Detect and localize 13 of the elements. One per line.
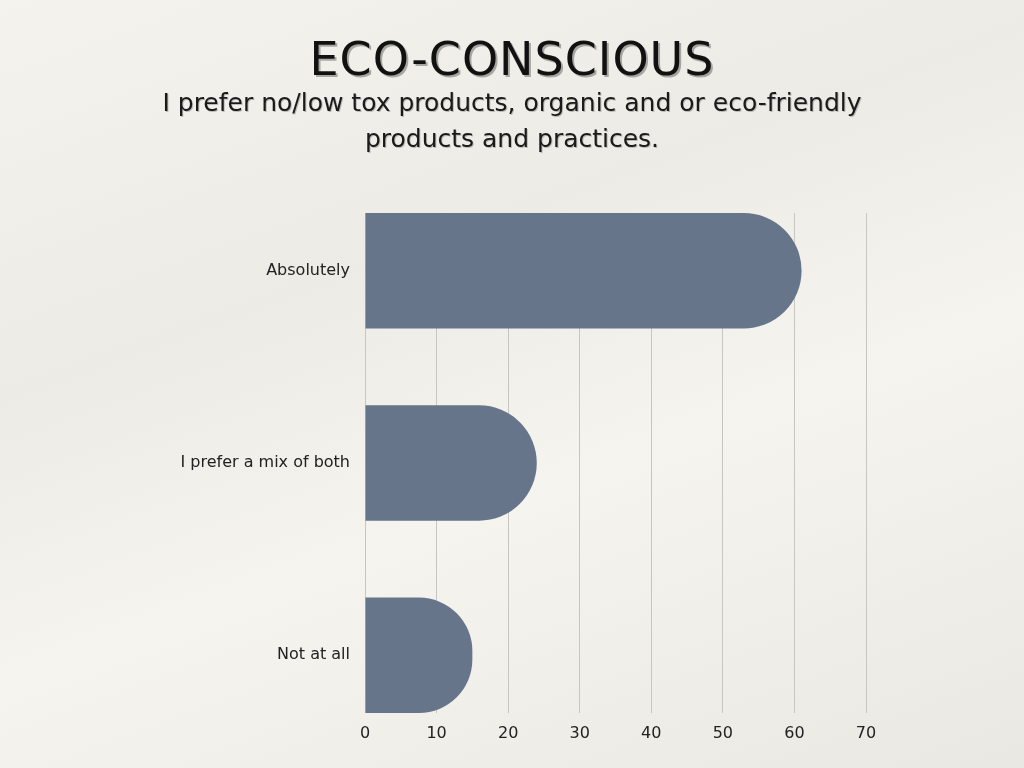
x-tick-label: 60 (784, 722, 805, 742)
y-tick-label: Not at all (277, 644, 350, 664)
y-tick-label: I prefer a mix of both (180, 452, 350, 472)
y-tick-label: Absolutely (266, 259, 350, 279)
x-tick-label: 20 (497, 722, 519, 742)
x-tick-label: 40 (641, 722, 662, 742)
x-tick-label: 50 (712, 722, 734, 742)
chart-subtitle: I prefer no/low tox products, organic and or eco-friendly products and practices. (161, 87, 863, 155)
x-tick-label: 0 (359, 722, 371, 742)
chart-title: ECO-CONSCIOUS (308, 32, 716, 86)
x-tick-label: 10 (426, 722, 447, 742)
x-tick-label: 30 (569, 722, 590, 742)
x-tick-label: 70 (855, 722, 877, 742)
